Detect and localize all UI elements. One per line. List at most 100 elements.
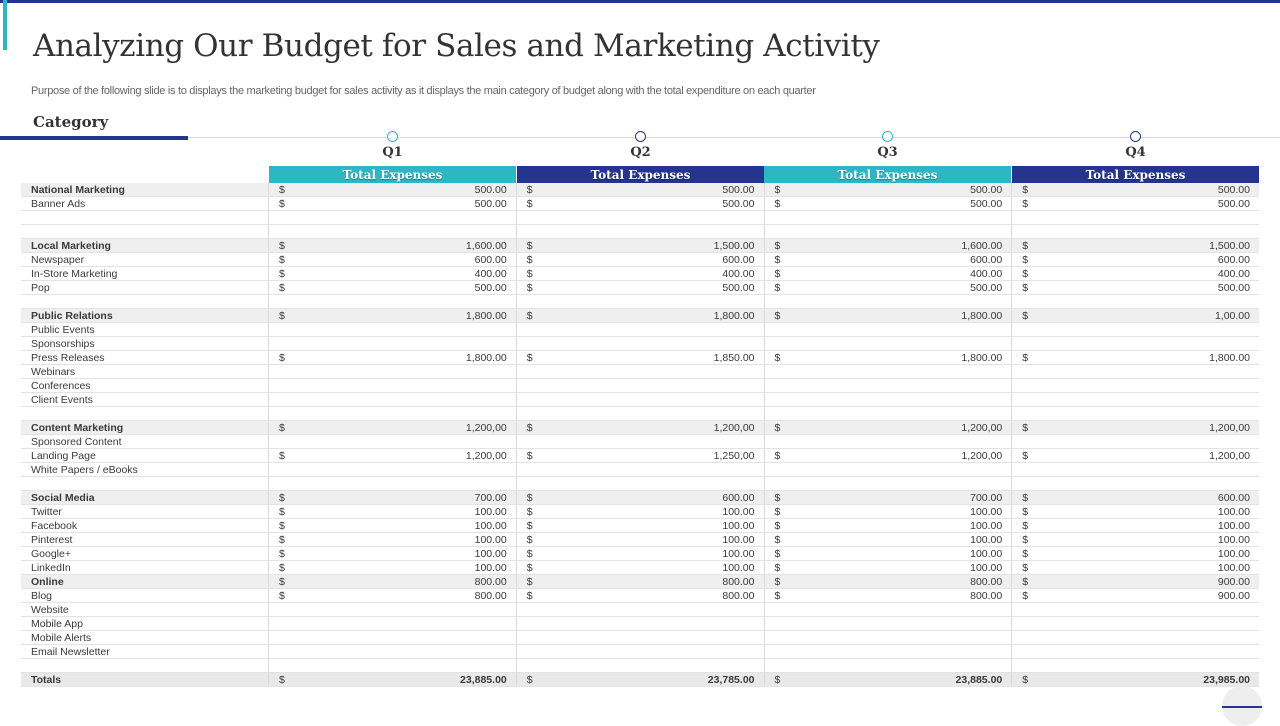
q1-value-cell: $500.00 (268, 197, 516, 210)
quarter-q4-marker: Q4 (1012, 131, 1259, 160)
row-label: Public Relations (31, 310, 113, 322)
row-label: Blog (31, 590, 53, 602)
q3-value-cell: $1,600.00 (763, 239, 1012, 252)
q2-value-cell (515, 463, 764, 476)
amount: 100.00 (1217, 562, 1250, 574)
q2-value-cell (515, 323, 764, 336)
q2-value-cell: $400.00 (515, 267, 764, 280)
amount: 800.00 (474, 590, 507, 602)
q1-value-cell: $600.00 (268, 253, 516, 266)
group-row: Local Marketing $1,600.00 $1,500.00 $1,600.… (21, 239, 1259, 253)
q4-value-cell (1011, 393, 1259, 406)
table-row: Blog $800.00 $800.00 $800.00 $900.00 (21, 589, 1259, 603)
q1-value-cell: $800.00 (268, 575, 516, 588)
currency-symbol: $ (526, 184, 533, 196)
q2-value-cell: $600.00 (515, 491, 764, 504)
amount: 600.00 (1217, 492, 1250, 504)
q4-value-cell: $100.00 (1011, 505, 1259, 518)
corner-rule (1222, 706, 1262, 708)
q1-value-cell (268, 617, 516, 630)
currency-symbol: $ (279, 184, 285, 196)
q1-value-cell (268, 463, 516, 476)
spacer-row (21, 407, 1259, 421)
q1-value-cell: $1,800.00 (268, 309, 516, 322)
q3-value-cell: $400.00 (763, 267, 1012, 280)
q4-value-cell: $1,00.00 (1011, 309, 1259, 322)
q3-value-cell: $1,200,00 (763, 421, 1012, 434)
row-label: Mobile App (31, 618, 83, 630)
q1-value-cell (268, 211, 516, 224)
amount: 600.00 (970, 254, 1003, 266)
quarter-label: Q3 (877, 145, 898, 160)
currency-symbol: $ (774, 198, 781, 210)
currency-symbol: $ (1022, 506, 1029, 518)
table-row: Newspaper $600.00 $600.00 $600.00 $600.00 (21, 253, 1259, 267)
amount: 1,800.00 (1209, 352, 1250, 364)
q3-value-cell: $500.00 (763, 281, 1012, 294)
amount: 23,885.00 (955, 674, 1003, 686)
row-label: Website (31, 604, 69, 616)
amount: 500.00 (1217, 184, 1250, 196)
q3-value-cell (763, 225, 1012, 238)
currency-symbol: $ (1022, 282, 1029, 294)
currency-symbol: $ (774, 562, 781, 574)
amount: 500.00 (970, 184, 1003, 196)
row-label (21, 295, 268, 308)
currency-symbol: $ (279, 198, 285, 210)
quarter-q2-marker: Q2 (517, 131, 764, 160)
q2-value-cell: $800.00 (515, 589, 764, 602)
q1-value-cell (268, 225, 516, 238)
quarter-q3-marker: Q3 (764, 131, 1011, 160)
q1-value-cell: $1,800.00 (268, 351, 516, 364)
q4-value-cell: $900.00 (1011, 575, 1259, 588)
q3-value-cell (763, 617, 1012, 630)
currency-symbol: $ (1022, 674, 1029, 686)
q3-value-cell: $100.00 (763, 561, 1012, 574)
table-row: Press Releases $1,800.00 $1,850.00 $1,800.0… (21, 351, 1259, 365)
q2-value-cell (515, 225, 764, 238)
q4-value-cell (1011, 295, 1259, 308)
row-label: Google+ (31, 548, 71, 560)
q2-value-cell (515, 477, 764, 490)
currency-symbol: $ (1022, 422, 1029, 434)
table-row: Sponsored Content (21, 435, 1259, 449)
currency-symbol: $ (774, 506, 781, 518)
quarter-label: Q1 (382, 145, 403, 160)
amount: 500.00 (474, 198, 507, 210)
category-underline (0, 136, 188, 140)
group-row: Online $800.00 $800.00 $800.00 $900.00 (21, 575, 1259, 589)
q3-value-cell (763, 659, 1012, 672)
q3-value-cell: $100.00 (763, 519, 1012, 532)
amount: 1,250,00 (713, 450, 755, 462)
amount: 100.00 (474, 520, 507, 532)
q4-value-cell: $1,800.00 (1011, 351, 1259, 364)
row-label (21, 225, 268, 238)
amount: 100.00 (722, 506, 755, 518)
q2-value-cell (515, 365, 764, 378)
q1-value-cell (268, 435, 516, 448)
q4-value-cell: $900.00 (1011, 589, 1259, 602)
currency-symbol: $ (279, 450, 285, 462)
quarter-q1-marker: Q1 (269, 131, 516, 160)
q3-column-header: Total Expenses (764, 166, 1011, 183)
q3-value-cell (763, 603, 1012, 616)
amount: 400.00 (722, 268, 755, 280)
q4-value-cell: $1,500.00 (1011, 239, 1259, 252)
table-row: Public Events (21, 323, 1259, 337)
row-label: Sponsorships (31, 338, 95, 350)
currency-symbol: $ (774, 268, 781, 280)
amount: 1,200,00 (1209, 450, 1250, 462)
currency-symbol: $ (1022, 492, 1029, 504)
amount: 100.00 (722, 548, 755, 560)
q3-value-cell: $700.00 (763, 491, 1012, 504)
q3-value-cell: $100.00 (763, 505, 1012, 518)
circle-icon (882, 131, 893, 142)
q3-value-cell (763, 463, 1012, 476)
q2-value-cell: $100.00 (515, 547, 764, 560)
amount: 1,800.00 (465, 352, 507, 364)
row-label: Webinars (31, 366, 76, 378)
q2-value-cell (515, 407, 764, 420)
q4-value-cell (1011, 435, 1259, 448)
currency-symbol: $ (526, 590, 533, 602)
currency-symbol: $ (279, 674, 285, 686)
